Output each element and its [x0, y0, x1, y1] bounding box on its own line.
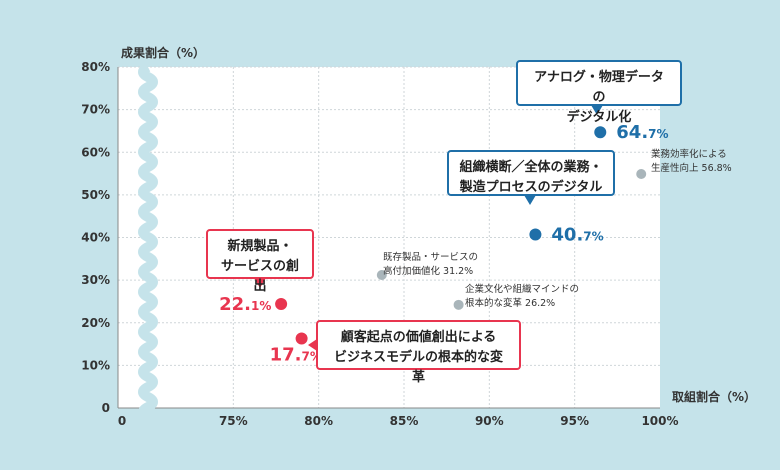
scatter-point [529, 228, 542, 241]
y-tick-label: 70% [81, 103, 110, 117]
point-label: 生産性向上 56.8% [651, 162, 732, 174]
scatter-point [636, 168, 647, 179]
x-tick-label: 85% [390, 414, 419, 428]
callout-line: 新規製品・ [227, 239, 293, 254]
x-tick-label: 90% [475, 414, 504, 428]
callout-line: アナログ・物理データの [534, 70, 664, 105]
y-axis-title: 成果割合（%） [121, 46, 206, 60]
y-tick-label: 20% [81, 316, 110, 330]
callout-tail [591, 105, 603, 115]
callout-line: ビジネスモデルの根本的な変革 [333, 350, 503, 385]
point-value-label: 64.7% [616, 122, 668, 143]
point-callout: アナログ・物理データのデジタル化 [516, 60, 682, 125]
scatter-point [453, 299, 464, 310]
x-tick-label: 75% [219, 414, 248, 428]
point-value-label: 22.1% [219, 294, 271, 315]
y-tick-label: 30% [81, 273, 110, 287]
point-label: 根本的な変革 26.2% [465, 297, 555, 309]
point-label: 企業文化や組織マインドの [465, 283, 579, 295]
point-callout: 顧客起点の価値創出によるビジネスモデルの根本的な変革 [316, 320, 521, 385]
callout-line: 製造プロセスのデジタル [459, 180, 603, 195]
y-tick-label: 60% [81, 145, 110, 159]
scatter-point [376, 270, 387, 281]
point-label: 既存製品・サービスの [383, 251, 478, 263]
x-tick-label: 80% [304, 414, 333, 428]
callout-tail [524, 195, 536, 205]
point-callout: 組織横断／全体の業務・ 製造プロセスのデジタル [447, 150, 615, 196]
x-tick-label: 95% [560, 414, 589, 428]
scatter-point [295, 332, 308, 345]
scatter-point [594, 126, 607, 139]
scatter-point [275, 297, 288, 310]
callout-tail [308, 339, 317, 351]
point-label: 高付加価値化 31.2% [383, 265, 473, 277]
point-value-label: 40.7% [551, 225, 603, 246]
x-axis-title: 取組割合（%） [672, 390, 757, 404]
point-callout: 新規製品・サービスの創出 [206, 229, 314, 294]
callout-tail [254, 278, 266, 288]
axis-break [138, 62, 158, 432]
y-tick-label: 80% [81, 60, 110, 74]
x-tick-label: 0 [118, 414, 126, 428]
callout-line: デジタル化 [566, 110, 632, 125]
point-label: 業務効率化による [651, 148, 727, 160]
y-tick-label: 40% [81, 231, 110, 245]
callout-line: サービスの創出 [220, 259, 299, 294]
y-tick-label: 10% [81, 358, 110, 372]
callout-line: 顧客起点の価値創出による [340, 330, 497, 345]
y-tick-label: 50% [81, 188, 110, 202]
x-tick-label: 100% [641, 414, 678, 428]
callout-line: 組織横断／全体の業務・ [459, 160, 603, 175]
y-tick-label: 0 [102, 401, 110, 415]
